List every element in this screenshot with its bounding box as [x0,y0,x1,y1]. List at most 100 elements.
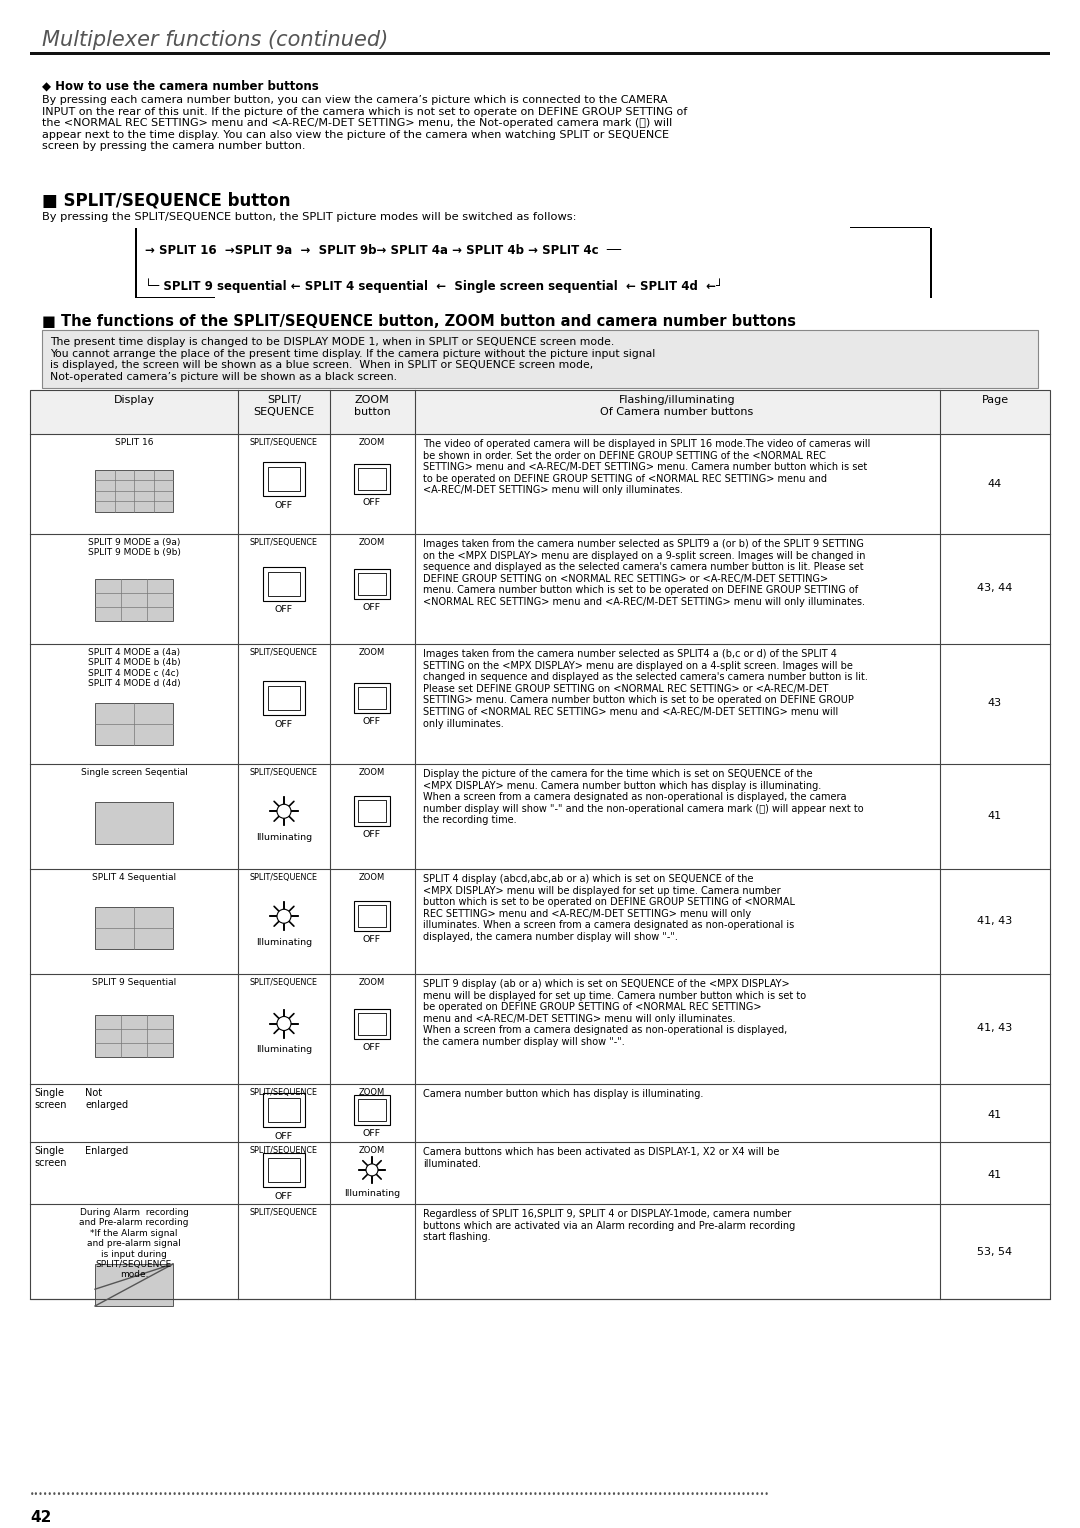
Circle shape [276,1016,291,1030]
Text: 41: 41 [988,1111,1002,1120]
Bar [357,801,386,822]
Text: SPLIT/SEQUENCE: SPLIT/SEQUENCE [249,1209,318,1216]
Text: Illuminating: Illuminating [256,1045,312,1054]
Text: OFF: OFF [363,935,381,944]
Text: SPLIT/
SEQUENCE: SPLIT/ SEQUENCE [254,396,314,417]
Text: ZOOM: ZOOM [359,439,386,448]
Text: SPLIT/SEQUENCE: SPLIT/SEQUENCE [249,769,318,778]
Text: SPLIT 9 MODE a (9a)
SPLIT 9 MODE b (9b): SPLIT 9 MODE a (9a) SPLIT 9 MODE b (9b) [87,538,180,558]
Text: 43: 43 [988,698,1002,707]
Text: SPLIT/SEQUENCE: SPLIT/SEQUENCE [249,1146,318,1155]
Bar [30,52,1050,55]
Text: 41, 43: 41, 43 [977,1024,1013,1033]
Text: Single
screen: Single screen [33,1146,67,1167]
Bar [264,461,305,497]
Text: SPLIT/SEQUENCE: SPLIT/SEQUENCE [249,978,318,987]
Text: Regardless of SPLIT 16,SPLIT 9, SPLIT 4 or DISPLAY-1mode, camera number
buttons : Regardless of SPLIT 16,SPLIT 9, SPLIT 4 … [423,1209,795,1242]
Bar [135,228,136,298]
Text: Images taken from the camera number selected as SPLIT9 a (or b) of the SPLIT 9 S: Images taken from the camera number sele… [423,539,865,607]
Text: └─ SPLIT 9 sequential ← SPLIT 4 sequential  ←  Single screen sequential  ← SPLIT: └─ SPLIT 9 sequential ← SPLIT 4 sequenti… [145,278,724,293]
Bar [264,1093,305,1128]
Text: → SPLIT 16  →SPLIT 9a  →  SPLIT 9b→ SPLIT 4a → SPLIT 4b → SPLIT 4c  ──: → SPLIT 16 →SPLIT 9a → SPLIT 9b→ SPLIT 4… [145,244,621,257]
Text: SPLIT 16: SPLIT 16 [114,439,153,448]
Text: ◆ How to use the camera number buttons: ◆ How to use the camera number buttons [42,79,319,93]
Bar [354,465,390,494]
Text: Illuminating: Illuminating [343,1189,400,1198]
Text: Multiplexer functions (continued): Multiplexer functions (continued) [42,31,388,50]
Text: 44: 44 [988,478,1002,489]
Text: SPLIT/SEQUENCE: SPLIT/SEQUENCE [249,439,318,448]
Bar [95,579,173,620]
Text: The present time display is changed to be DISPLAY MODE 1, when in SPLIT or SEQUE: The present time display is changed to b… [50,338,656,382]
Text: OFF: OFF [363,498,381,507]
Text: 41: 41 [988,1170,1002,1180]
Text: Display the picture of the camera for the time which is set on SEQUENCE of the
<: Display the picture of the camera for th… [423,769,864,825]
Bar [264,567,305,601]
Text: SPLIT 4 display (abcd,abc,ab or a) which is set on SEQUENCE of the
<MPX DISPLAY>: SPLIT 4 display (abcd,abc,ab or a) which… [423,874,795,941]
Bar [268,1158,300,1181]
Text: ZOOM: ZOOM [359,769,386,778]
Text: OFF: OFF [275,1192,293,1201]
Bar [354,1096,390,1125]
Bar [354,1008,390,1039]
Text: SPLIT/SEQUENCE: SPLIT/SEQUENCE [249,538,318,547]
Text: Illuminating: Illuminating [256,938,312,947]
Text: Page: Page [982,396,1009,405]
Text: Not
enlarged: Not enlarged [85,1088,129,1109]
Text: ZOOM: ZOOM [359,648,386,657]
Text: 42: 42 [30,1510,52,1525]
Text: By pressing each camera number button, you can view the camera’s picture which i: By pressing each camera number button, y… [42,95,687,151]
Bar [264,681,305,715]
Text: SPLIT/SEQUENCE: SPLIT/SEQUENCE [249,872,318,882]
Bar [357,905,386,927]
Circle shape [276,909,291,923]
Text: SPLIT/SEQUENCE: SPLIT/SEQUENCE [249,648,318,657]
Text: Illuminating: Illuminating [256,833,312,842]
Bar [930,228,931,298]
Bar [357,468,386,490]
Text: During Alarm  recording
and Pre-alarm recording
*If the Alarm signal
and pre-ala: During Alarm recording and Pre-alarm rec… [79,1209,189,1279]
Text: OFF: OFF [275,720,293,729]
Bar [30,390,1050,1299]
Text: 41: 41 [988,811,1002,821]
Text: ZOOM: ZOOM [359,872,386,882]
Text: ■ SPLIT/SEQUENCE button: ■ SPLIT/SEQUENCE button [42,193,291,209]
Text: OFF: OFF [363,717,381,726]
Bar [95,1264,173,1306]
Text: Single screen Seqential: Single screen Seqential [81,769,188,778]
Bar [354,902,390,931]
Bar [354,796,390,827]
Text: ZOOM
button: ZOOM button [353,396,390,417]
Text: Camera number button which has display is illuminating.: Camera number button which has display i… [423,1089,703,1099]
Bar [354,568,390,599]
Text: By pressing the SPLIT/SEQUENCE button, the SPLIT picture modes will be switched : By pressing the SPLIT/SEQUENCE button, t… [42,212,577,222]
Bar [30,390,1050,434]
Circle shape [366,1164,378,1177]
Bar [268,468,300,490]
Text: SPLIT 9 Sequential: SPLIT 9 Sequential [92,978,176,987]
Text: OFF: OFF [363,1129,381,1138]
Bar [95,802,173,843]
Bar [95,703,173,746]
Bar [268,686,300,711]
Text: OFF: OFF [275,1132,293,1141]
Bar [357,688,386,709]
Text: 43, 44: 43, 44 [977,584,1013,593]
Text: OFF: OFF [363,830,381,839]
Bar [264,1154,305,1187]
Text: ••••••••••••••••••••••••••••••••••••••••••••••••••••••••••••••••••••••••••••••••: ••••••••••••••••••••••••••••••••••••••••… [30,1490,770,1499]
Bar [95,469,173,512]
Text: ■ The functions of the SPLIT/SEQUENCE button, ZOOM button and camera number butt: ■ The functions of the SPLIT/SEQUENCE bu… [42,313,796,329]
Text: Camera buttons which has been activated as DISPLAY-1, X2 or X4 will be
illuminat: Camera buttons which has been activated … [423,1148,780,1169]
Text: OFF: OFF [363,602,381,611]
Text: The video of operated camera will be displayed in SPLIT 16 mode.The video of cam: The video of operated camera will be dis… [423,439,870,495]
Text: SPLIT 4 Sequential: SPLIT 4 Sequential [92,872,176,882]
Text: Single
screen: Single screen [33,1088,67,1109]
Text: ZOOM: ZOOM [359,1088,386,1097]
Bar [357,573,386,594]
Text: ZOOM: ZOOM [359,1146,386,1155]
Text: Enlarged: Enlarged [85,1146,129,1157]
Bar [268,1099,300,1122]
Text: ZOOM: ZOOM [359,978,386,987]
Text: Images taken from the camera number selected as SPLIT4 a (b,c or d) of the SPLIT: Images taken from the camera number sele… [423,649,868,729]
